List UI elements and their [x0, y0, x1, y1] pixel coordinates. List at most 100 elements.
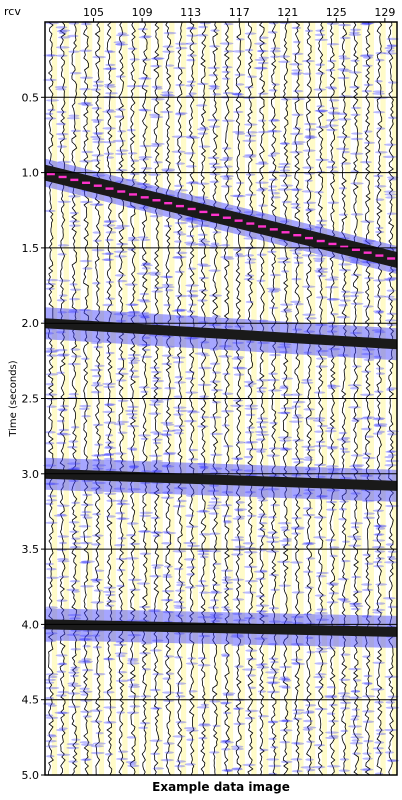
wiggle-lobe	[67, 34, 79, 38]
wiggle-lobe	[140, 316, 151, 319]
wiggle-lobe	[70, 355, 82, 358]
wiggle-lobe	[384, 193, 397, 196]
wiggle-lobe	[142, 348, 151, 352]
wiggle-lobe	[338, 304, 349, 307]
wiggle-lobe	[161, 354, 174, 357]
wiggle-lobe	[186, 58, 196, 62]
wiggle-lobe	[244, 384, 254, 388]
wiggle-lobe	[45, 739, 57, 743]
wiggle-lobe	[306, 557, 316, 560]
wiggle-lobe	[45, 282, 56, 286]
wiggle-lobe	[291, 532, 301, 535]
wiggle-lobe	[290, 615, 304, 619]
wiggle-lobe	[327, 447, 338, 450]
wiggle-lobe	[46, 405, 57, 408]
wiggle-lobe	[267, 642, 279, 646]
wiggle-lobe	[92, 423, 104, 427]
wiggle-lobe	[45, 502, 54, 506]
wiggle-lobe	[232, 130, 245, 134]
grid	[45, 96, 397, 701]
wiggle-lobe	[313, 430, 324, 433]
wiggle-lobe	[196, 128, 210, 131]
wiggle-lobe	[280, 184, 294, 187]
wiggle-lobe	[148, 113, 161, 117]
wiggle-lobe	[327, 384, 341, 388]
wiggle-lobe	[242, 591, 257, 594]
wiggle-lobe	[116, 279, 128, 283]
wiggle-lobe	[176, 583, 186, 587]
wiggle-lobe	[187, 295, 199, 298]
wiggle-lobe	[384, 464, 397, 467]
wiggle-lobe	[129, 375, 140, 378]
wiggle-lobe	[386, 388, 395, 392]
wiggle-lobe	[244, 123, 258, 126]
wiggle-lobe	[188, 448, 199, 452]
wiggle-lobe	[162, 491, 173, 494]
wiggle-lobe	[91, 534, 104, 537]
wiggle-lobe	[375, 527, 386, 530]
wiggle-lobe	[255, 181, 269, 184]
wiggle-lobe	[292, 717, 303, 721]
wiggle-lobe	[301, 445, 315, 449]
wiggle-lobe	[221, 769, 231, 772]
wiggle-lobe	[211, 388, 223, 392]
wiggle-lobe	[268, 447, 281, 450]
wiggle-lobe	[316, 647, 328, 650]
wiggle-lobe	[67, 684, 82, 687]
wiggle-lobe	[349, 742, 364, 745]
wiggle-lobe	[129, 705, 141, 708]
wiggle-lobe	[236, 38, 245, 41]
wiggle-lobe	[328, 99, 340, 102]
wiggle-lobe	[185, 284, 200, 287]
pick-marker	[328, 242, 337, 246]
wiggle-lobe	[90, 744, 104, 748]
wiggle-lobe	[353, 679, 362, 682]
wiggle-lobe	[258, 499, 269, 502]
wiggle-lobe	[234, 253, 244, 256]
wiggle-lobe	[327, 201, 340, 204]
wiggle-lobe	[300, 766, 315, 769]
wiggle-lobe	[175, 113, 186, 116]
wiggle-lobe	[350, 106, 362, 110]
wiggle-lobe	[140, 642, 153, 645]
wiggle-lobe	[129, 588, 141, 591]
wiggle-lobe	[271, 83, 280, 86]
wiggle-lobe	[312, 765, 326, 769]
wiggle-lobe	[47, 734, 57, 737]
wiggle-lobe	[315, 29, 325, 32]
wiggle-lobe	[350, 182, 364, 185]
pick-marker	[117, 190, 126, 193]
wiggle-lobe	[68, 760, 78, 763]
wiggle-lobe	[79, 87, 91, 91]
wiggle-lobe	[268, 764, 282, 768]
wiggle-lobe	[127, 659, 139, 662]
wiggle-lobe	[303, 541, 313, 545]
wiggle-lobe	[79, 741, 91, 744]
wiggle-lobe	[92, 481, 106, 485]
wiggle-lobe	[317, 274, 327, 278]
wiggle-lobe	[385, 196, 397, 199]
wiggle-lobe	[347, 384, 362, 387]
wiggle-lobe	[385, 701, 396, 704]
wiggle-lobe	[148, 608, 162, 612]
wiggle-lobe	[196, 82, 209, 86]
wiggle-lobe	[258, 204, 268, 207]
wiggle-lobe	[359, 160, 372, 164]
wiggle-lobe	[113, 487, 126, 490]
wiggle-lobe	[104, 403, 116, 406]
wiggle-lobe	[316, 349, 329, 353]
wiggle-lobe	[361, 370, 372, 373]
wiggle-lobe	[280, 393, 294, 397]
wiggle-lobe	[172, 505, 186, 508]
wiggle-lobe	[384, 295, 395, 298]
wiggle-lobe	[305, 704, 317, 707]
wiggle-lobe	[56, 419, 66, 423]
wiggle-lobe	[149, 214, 163, 218]
wiggle-lobe	[244, 85, 254, 89]
wiggle-lobe	[197, 233, 208, 237]
wiggle-lobe	[197, 615, 211, 619]
wiggle-lobe	[56, 599, 68, 602]
wiggle-lobe	[259, 662, 268, 666]
wiggle-lobe	[349, 31, 360, 34]
wiggle-lobe	[197, 657, 207, 660]
